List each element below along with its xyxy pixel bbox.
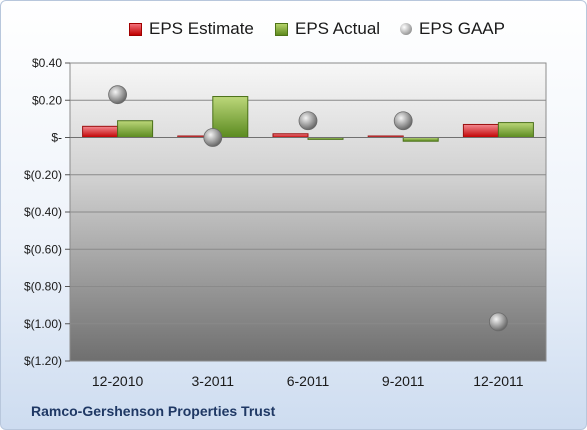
bar-eps-actual <box>117 120 154 139</box>
y-tick-label: $(0.40) <box>24 205 62 219</box>
y-tick-label: $(1.20) <box>24 354 62 368</box>
legend-label-gaap: EPS GAAP <box>419 19 505 38</box>
bar-eps-actual <box>497 122 534 138</box>
y-tick-label: $0.20 <box>32 93 62 107</box>
legend-swatch-actual <box>275 22 288 36</box>
legend: EPS Estimate EPS Actual EPS GAAP <box>1 17 586 41</box>
legend-swatch-gaap <box>400 23 412 35</box>
y-tick-label: $0.40 <box>32 56 62 70</box>
legend-label-actual: EPS Actual <box>295 19 381 38</box>
y-tick-label: $(0.20) <box>24 168 62 182</box>
x-tick-label: 6-2011 <box>287 373 330 389</box>
legend-item-estimate: EPS Estimate <box>129 17 254 41</box>
point-eps-gaap <box>393 111 413 131</box>
x-tick-label: 12-2010 <box>92 373 144 389</box>
legend-label-estimate: EPS Estimate <box>149 19 254 38</box>
point-eps-gaap <box>488 312 508 332</box>
point-eps-gaap <box>298 111 318 131</box>
legend-swatch-estimate <box>129 22 142 36</box>
legend-item-gaap: EPS GAAP <box>400 17 505 41</box>
legend-item-actual: EPS Actual <box>275 17 380 41</box>
y-tick-label: $- <box>51 131 62 145</box>
bar-eps-actual <box>402 137 439 142</box>
bar-eps-estimate <box>82 125 119 138</box>
y-tick-label: $(1.00) <box>24 317 62 331</box>
company-name: Ramco-Gershenson Properties Trust <box>31 403 276 419</box>
point-eps-gaap <box>203 128 223 147</box>
y-tick-label: $(0.80) <box>24 280 62 294</box>
y-tick-label: $(0.60) <box>24 242 62 256</box>
bar-eps-estimate <box>462 123 499 139</box>
x-tick-label: 9-2011 <box>382 373 425 389</box>
bar-eps-estimate <box>272 133 309 138</box>
x-tick-label: 3-2011 <box>192 373 235 389</box>
x-tick-label: 12-2011 <box>473 373 524 389</box>
point-eps-gaap <box>108 85 127 105</box>
